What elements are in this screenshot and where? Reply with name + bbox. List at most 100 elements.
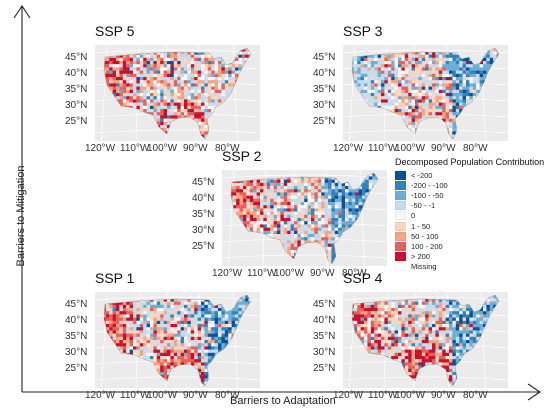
legend-item: Missing xyxy=(395,262,545,272)
y-axis-arrow-icon xyxy=(13,5,31,19)
legend-item: > 200 xyxy=(395,252,545,262)
us-map xyxy=(95,292,260,389)
legend-swatch xyxy=(395,221,406,231)
latitude-label: 25°N xyxy=(65,116,88,127)
latitude-label: 45°N xyxy=(65,52,88,63)
legend-swatch xyxy=(395,231,406,241)
longitude-label: 110°W xyxy=(368,390,398,401)
legend-swatch xyxy=(395,180,406,190)
latitude-label: 25°N xyxy=(313,363,336,374)
us-outline xyxy=(103,294,252,387)
latitude-label: 25°N xyxy=(192,241,215,252)
panel-title: SSP 2 xyxy=(222,148,262,164)
latitude-label: 45°N xyxy=(313,52,336,63)
legend-label: -200 - -100 xyxy=(411,180,448,190)
longitude-label: 100°W xyxy=(147,390,178,401)
x-axis-title: Barriers to Adaptation xyxy=(230,395,336,407)
legend-rows: < -200 -200 - -100 -100 - -50 -50 - -1 0 1 - … xyxy=(395,170,545,272)
longitude-label: 100°W xyxy=(147,143,178,154)
longitude-label: 100°W xyxy=(274,268,305,279)
legend-title: Decomposed Population Contribution xyxy=(395,157,545,167)
panel-title: SSP 1 xyxy=(95,270,135,286)
longitude-label: 90°W xyxy=(183,143,208,154)
latitude-label: 25°N xyxy=(313,116,336,127)
legend-swatch xyxy=(395,241,406,251)
legend: Decomposed Population Contribution < -20… xyxy=(395,157,545,272)
legend-swatch xyxy=(395,201,406,211)
us-map xyxy=(222,170,387,267)
latitude-label: 40°N xyxy=(192,193,215,204)
legend-label: 100 - 200 xyxy=(411,241,443,251)
legend-label: 0 xyxy=(411,211,416,221)
latitude-label: 35°N xyxy=(65,331,88,342)
legend-swatch xyxy=(395,252,406,262)
us-outline xyxy=(351,294,500,387)
latitude-label: 25°N xyxy=(65,363,88,374)
legend-item: -200 - -100 xyxy=(395,180,545,190)
longitude-label: 80°W xyxy=(342,268,367,279)
longitude-label: 90°W xyxy=(183,390,208,401)
map-panel-ssp1: SSP 1 45°N 40°N 35°N 30°N 25°N 120°W 110°W 100°… xyxy=(65,270,260,401)
legend-label: -50 - -1 xyxy=(411,201,436,211)
longitude-label: 100°W xyxy=(395,143,426,154)
legend-item: 1 - 50 xyxy=(395,221,545,231)
latitude-label: 45°N xyxy=(192,177,215,188)
us-map xyxy=(95,45,260,142)
longitude-label: 100°W xyxy=(395,390,426,401)
longitude-label: 90°W xyxy=(310,268,335,279)
longitude-label: 80°W xyxy=(463,143,488,154)
legend-item: -100 - -50 xyxy=(395,190,545,200)
legend-item: 100 - 200 xyxy=(395,241,545,251)
legend-swatch xyxy=(395,190,406,200)
latitude-label: 30°N xyxy=(192,225,215,236)
legend-label: 1 - 50 xyxy=(411,221,431,231)
longitude-label: 80°W xyxy=(463,390,488,401)
latitude-label: 30°N xyxy=(65,347,88,358)
longitude-label: 120°W xyxy=(333,390,364,401)
longitude-label: 90°W xyxy=(431,390,456,401)
latitude-label: 35°N xyxy=(192,209,215,220)
latitude-label: 30°N xyxy=(313,100,336,111)
longitude-label: 120°W xyxy=(85,143,116,154)
us-map xyxy=(343,45,508,142)
legend-label: < -200 xyxy=(411,170,433,180)
longitude-label: 110°W xyxy=(247,268,277,279)
latitude-label: 40°N xyxy=(65,68,88,79)
legend-item: 0 xyxy=(395,211,545,221)
latitude-label: 35°N xyxy=(313,84,336,95)
panel-title: SSP 3 xyxy=(343,23,383,39)
us-outline xyxy=(351,47,500,140)
longitude-label: 110°W xyxy=(368,143,398,154)
longitude-label: 80°W xyxy=(215,390,240,401)
latitude-label: 30°N xyxy=(65,100,88,111)
latitude-label: 35°N xyxy=(65,84,88,95)
legend-label: 50 - 100 xyxy=(411,231,439,241)
map-panel-ssp5: SSP 5 45°N 40°N 35°N 30°N 25°N 120°W 110°W 100°… xyxy=(65,23,260,154)
latitude-label: 40°N xyxy=(313,68,336,79)
latitude-label: 40°N xyxy=(313,315,336,326)
us-outline xyxy=(230,172,379,265)
panel-title: SSP 4 xyxy=(343,270,383,286)
x-axis-arrow-icon xyxy=(527,383,541,401)
legend-swatch xyxy=(395,211,406,221)
legend-label: -100 - -50 xyxy=(411,190,444,200)
latitude-label: 40°N xyxy=(65,315,88,326)
latitude-label: 45°N xyxy=(313,299,336,310)
legend-item: < -200 xyxy=(395,170,545,180)
us-outline xyxy=(103,47,252,140)
us-map xyxy=(343,292,508,389)
map-panel-ssp4: SSP 4 45°N 40°N 35°N 30°N 25°N 120°W 110°W 100°… xyxy=(313,270,508,401)
y-axis-title: Barriers to Mitigation xyxy=(15,165,27,267)
panel-title: SSP 5 xyxy=(95,23,135,39)
longitude-label: 120°W xyxy=(212,268,243,279)
latitude-label: 30°N xyxy=(313,347,336,358)
map-panel-ssp2: SSP 2 45°N 40°N 35°N 30°N 25°N 120°W 110°W 100°… xyxy=(192,148,387,279)
longitude-label: 90°W xyxy=(431,143,456,154)
map-panel-ssp3: SSP 3 45°N 40°N 35°N 30°N 25°N 120°W 110°W 100°… xyxy=(313,23,508,154)
legend-label: > 200 xyxy=(411,252,430,262)
legend-label: Missing xyxy=(411,262,437,272)
longitude-label: 120°W xyxy=(333,143,364,154)
legend-swatch xyxy=(395,170,406,180)
legend-swatch xyxy=(395,262,406,272)
